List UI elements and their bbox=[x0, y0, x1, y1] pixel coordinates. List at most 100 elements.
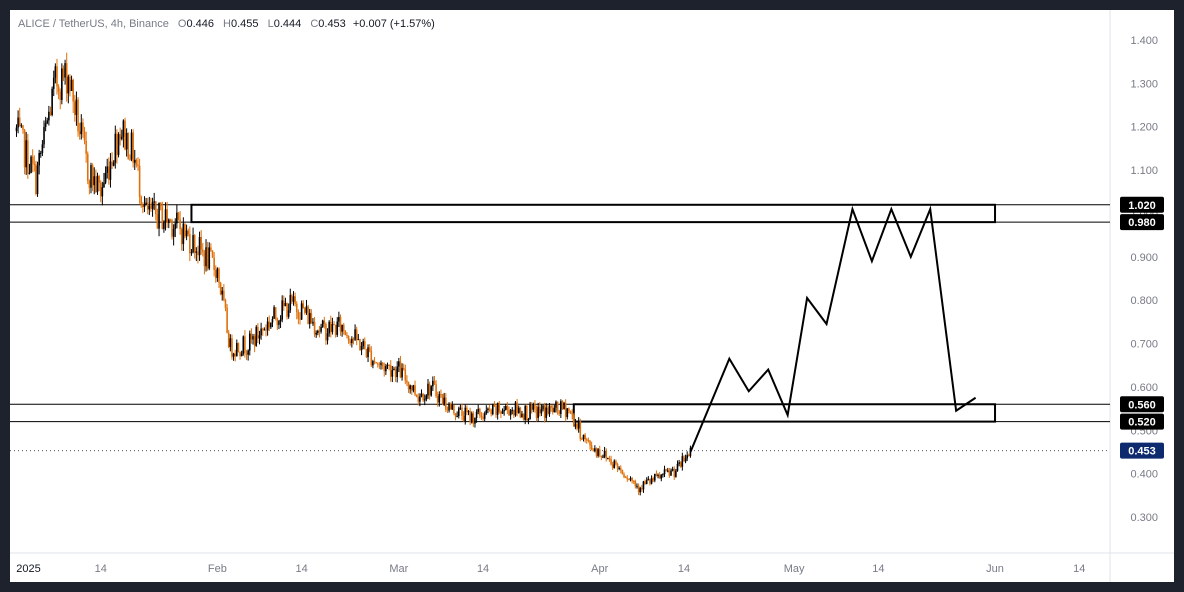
price-badge-label: 1.020 bbox=[1128, 200, 1156, 212]
candle-body bbox=[613, 460, 616, 468]
candle-body bbox=[480, 415, 483, 418]
candle-body bbox=[185, 230, 188, 237]
candle-body bbox=[430, 386, 433, 396]
candle-body bbox=[428, 383, 431, 396]
candle-body bbox=[59, 91, 62, 100]
candle-body bbox=[339, 316, 342, 332]
candle-body bbox=[305, 306, 308, 313]
candle-body bbox=[558, 410, 561, 414]
candle-body bbox=[145, 202, 147, 205]
candle-body bbox=[38, 153, 40, 166]
candle-body bbox=[318, 330, 321, 332]
candle-body bbox=[647, 478, 650, 481]
candle-body bbox=[17, 117, 19, 128]
candle-body bbox=[205, 247, 207, 267]
candle-body bbox=[610, 458, 612, 465]
candle-body bbox=[547, 407, 549, 414]
x-tick-label: May bbox=[784, 563, 805, 575]
candle-body bbox=[522, 413, 525, 420]
candle-body bbox=[112, 162, 115, 166]
candle-body bbox=[608, 458, 611, 460]
candle-body bbox=[592, 449, 595, 452]
candle-body bbox=[679, 462, 682, 467]
candle-body bbox=[624, 477, 627, 479]
candle-body bbox=[211, 250, 214, 258]
candle-body bbox=[74, 101, 76, 115]
candle-body bbox=[443, 397, 445, 404]
candle-body bbox=[402, 367, 405, 370]
candle-body bbox=[282, 300, 285, 307]
candle-body bbox=[545, 407, 548, 418]
time-axis[interactable]: 2025 14 Feb 14 Mar 14 Apr 14 May 14 Jun 14 bbox=[16, 563, 1085, 575]
candle-body bbox=[572, 414, 575, 427]
candle-body bbox=[414, 385, 416, 395]
candle-body bbox=[216, 268, 219, 278]
candle-body bbox=[485, 410, 488, 414]
candle-body bbox=[649, 478, 651, 484]
candle-body bbox=[354, 329, 356, 340]
candle-body bbox=[231, 338, 233, 357]
candle-body bbox=[491, 404, 494, 415]
candle-body bbox=[153, 201, 155, 203]
candle-body bbox=[331, 324, 334, 333]
candle-body bbox=[64, 63, 66, 78]
open-value: 0.446 bbox=[186, 18, 214, 30]
candle-body bbox=[52, 77, 55, 89]
x-tick-label: 14 bbox=[872, 563, 884, 575]
x-tick-label: 14 bbox=[1073, 563, 1085, 575]
candle-body bbox=[214, 269, 217, 278]
candle-body bbox=[294, 296, 296, 304]
candle-body bbox=[516, 402, 518, 414]
zone-box[interactable] bbox=[190, 203, 997, 224]
candle-body bbox=[27, 140, 29, 174]
candle-body bbox=[336, 321, 339, 335]
projection-path[interactable] bbox=[689, 205, 977, 453]
candle-body bbox=[22, 125, 24, 130]
candle-body bbox=[54, 66, 57, 78]
candle-body bbox=[177, 212, 180, 220]
candle-body bbox=[561, 401, 564, 409]
candle-body bbox=[289, 295, 292, 311]
candle-body bbox=[334, 324, 337, 335]
candle-body bbox=[456, 416, 458, 418]
candle-body bbox=[333, 324, 335, 326]
candle-body bbox=[662, 474, 664, 476]
candle-body bbox=[566, 408, 569, 417]
price-chart[interactable]: 1.4001.3001.2001.1001.0000.9000.8000.700… bbox=[10, 10, 1174, 582]
candle-body bbox=[504, 405, 507, 410]
candle-body bbox=[652, 478, 654, 481]
candle-body bbox=[180, 229, 183, 245]
candle-body bbox=[342, 324, 345, 331]
candle-body bbox=[611, 464, 614, 468]
candle-body bbox=[469, 411, 471, 423]
candle-body bbox=[467, 411, 470, 413]
candle-body bbox=[365, 349, 368, 358]
candle-body bbox=[600, 455, 603, 458]
candle-body bbox=[117, 134, 120, 155]
candle-body bbox=[383, 365, 386, 372]
candle-body bbox=[529, 404, 531, 420]
candle-body bbox=[602, 456, 604, 458]
candle-body bbox=[213, 257, 215, 270]
candle-body bbox=[224, 299, 227, 309]
candle-body bbox=[517, 407, 520, 414]
candle-body bbox=[297, 312, 300, 319]
zone-box[interactable] bbox=[572, 403, 997, 423]
candle-body bbox=[244, 336, 246, 353]
candle-body bbox=[124, 120, 126, 150]
candle-body bbox=[587, 439, 590, 441]
candle-body bbox=[197, 251, 199, 256]
candle-body bbox=[86, 153, 89, 181]
candle-body bbox=[49, 111, 52, 115]
candle-body bbox=[406, 380, 408, 383]
candle-body bbox=[378, 364, 381, 366]
candle-body bbox=[479, 408, 481, 416]
price-badge-label: 0.520 bbox=[1128, 417, 1156, 429]
candle-body bbox=[569, 411, 572, 414]
candle-body bbox=[206, 247, 209, 269]
symbol-legend[interactable]: ALICE / TetherUS, 4h, Binance O0.446 H0.… bbox=[18, 18, 435, 30]
candle-body bbox=[684, 458, 687, 462]
candle-body bbox=[99, 182, 102, 197]
candle-body bbox=[399, 361, 402, 378]
candle-body bbox=[590, 445, 593, 450]
